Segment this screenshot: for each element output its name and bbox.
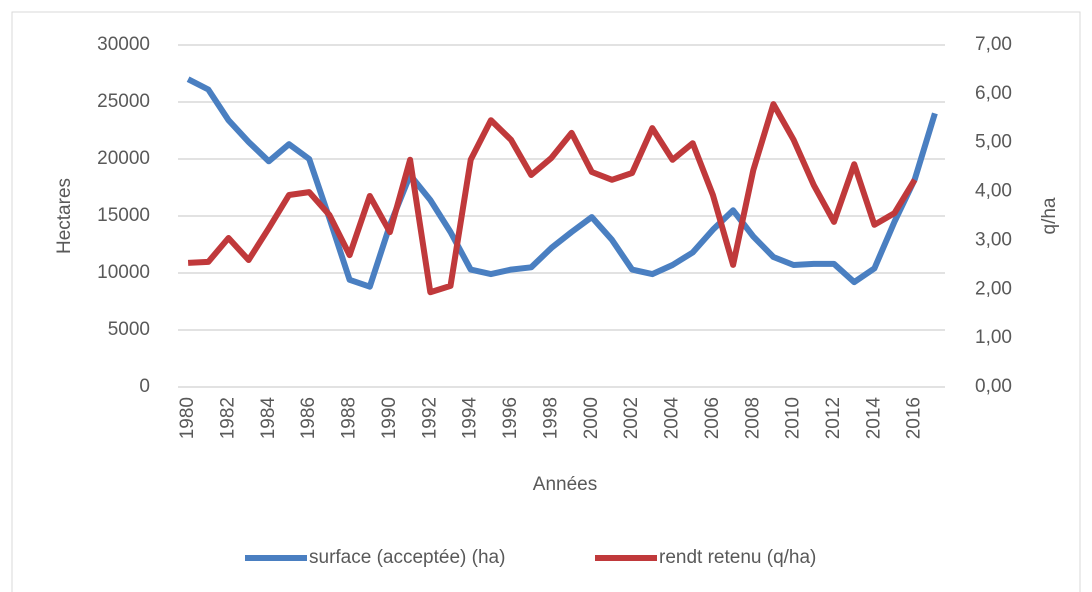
x-tick-label: 2004	[662, 397, 683, 440]
y2-tick-label: 1,00	[975, 327, 1012, 348]
y2-tick-label: 6,00	[975, 83, 1012, 104]
x-tick-label: 1998	[540, 397, 561, 439]
x-tick-label: 1988	[339, 397, 360, 439]
series-line	[187, 101, 918, 296]
chart-frame	[11, 11, 1081, 592]
x-tick-label: 1986	[298, 397, 319, 439]
y2-tick-label: 0,00	[975, 376, 1012, 397]
y-tick-label: 25000	[97, 91, 150, 112]
y2-tick-label: 7,00	[975, 34, 1012, 55]
x-tick-label: 2014	[863, 397, 884, 440]
x-tick-label: 1996	[500, 397, 521, 439]
y-axis-title: Hectares	[54, 178, 75, 254]
y-tick-label: 5000	[108, 319, 150, 340]
y-tick-label: 15000	[97, 205, 150, 226]
x-tick-label: 2002	[621, 397, 642, 439]
y2-tick-label: 5,00	[975, 132, 1012, 153]
x-tick-label: 1992	[419, 397, 440, 439]
y2-tick-label: 4,00	[975, 181, 1012, 202]
y-tick-label: 0	[139, 376, 150, 397]
y-tick-label: 20000	[97, 148, 150, 169]
legend-label: rendt retenu (q/ha)	[659, 547, 816, 568]
x-tick-label: 2012	[823, 397, 844, 439]
y2-tick-label: 2,00	[975, 278, 1012, 299]
x-tick-label: 2006	[702, 397, 723, 439]
x-tick-label: 1982	[217, 397, 238, 439]
x-tick-label: 1980	[177, 397, 198, 439]
x-tick-label: 1990	[379, 397, 400, 439]
y2-tick-label: 3,00	[975, 229, 1012, 250]
x-tick-label: 2000	[581, 397, 602, 439]
x-tick-label: 1994	[460, 397, 481, 440]
y-tick-label: 30000	[97, 34, 150, 55]
x-tick-label: 2010	[783, 397, 804, 439]
x-tick-label: 1984	[258, 397, 279, 440]
y-tick-label: 10000	[97, 262, 150, 283]
x-tick-label: 2016	[904, 397, 925, 439]
x-tick-label: 2008	[742, 397, 763, 439]
y2-axis-title: q/ha	[1039, 197, 1060, 234]
series-line	[186, 76, 938, 290]
x-axis-title: Années	[533, 474, 597, 495]
legend-label: surface (acceptée) (ha)	[309, 547, 505, 568]
